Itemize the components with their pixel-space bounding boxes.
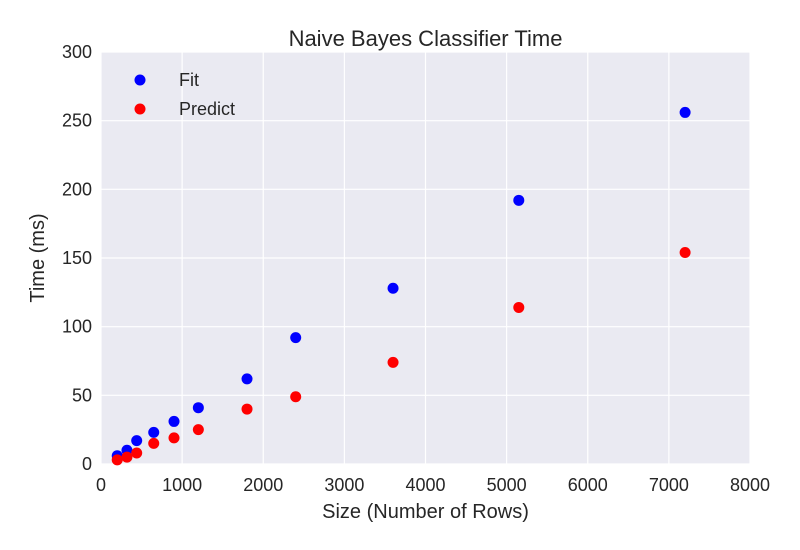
data-points: [111, 106, 691, 466]
grid: [100, 51, 751, 465]
predict-point: [290, 391, 302, 403]
x-tick-label: 6000: [568, 475, 608, 495]
y-tick-label: 250: [62, 111, 92, 131]
x-axis-title: Size (Number of Rows): [322, 501, 529, 523]
predict-point: [121, 451, 133, 463]
fit-point: [241, 373, 253, 385]
fit-point: [148, 426, 160, 438]
x-tick-label: 3000: [324, 475, 364, 495]
fit-point: [131, 435, 143, 447]
fit-point: [679, 106, 691, 118]
y-tick-label: 200: [62, 179, 92, 199]
chart-title: Naive Bayes Classifier Time: [289, 26, 563, 51]
y-tick-label: 100: [62, 317, 92, 337]
y-tick-label: 300: [62, 42, 92, 62]
legend-label-fit: Fit: [179, 70, 199, 90]
predict-point: [387, 356, 399, 368]
fit-point: [290, 332, 302, 344]
y-tick-label: 0: [82, 454, 92, 474]
x-tick-label: 0: [96, 475, 106, 495]
fit-point: [192, 402, 204, 414]
predict-point: [241, 403, 253, 415]
fit-point: [513, 194, 525, 206]
x-tick-label: 8000: [730, 475, 770, 495]
legend-label-predict: Predict: [179, 99, 235, 119]
predict-point: [679, 247, 691, 259]
legend-marker-fit: [134, 74, 146, 86]
legend-marker-predict: [134, 103, 146, 115]
x-tick-labels: 0 1000 2000 3000 4000 5000 6000 7000 8000: [96, 475, 770, 495]
y-axis-title: Time (ms): [27, 213, 49, 302]
y-tick-label: 150: [62, 248, 92, 268]
x-tick-label: 5000: [487, 475, 527, 495]
x-tick-label: 2000: [243, 475, 283, 495]
predict-point: [131, 447, 143, 459]
predict-point: [148, 437, 160, 449]
predict-point: [513, 301, 525, 313]
predict-point: [111, 454, 123, 466]
fit-point: [387, 282, 399, 294]
y-tick-labels: 0 50 100 150 200 250 300: [62, 42, 92, 474]
x-tick-label: 7000: [649, 475, 689, 495]
legend: Fit Predict: [134, 70, 235, 119]
predict-point: [168, 432, 180, 444]
y-tick-label: 50: [72, 385, 92, 405]
x-tick-label: 1000: [162, 475, 202, 495]
fit-point: [168, 415, 180, 427]
predict-point: [192, 424, 204, 436]
x-tick-label: 4000: [405, 475, 445, 495]
